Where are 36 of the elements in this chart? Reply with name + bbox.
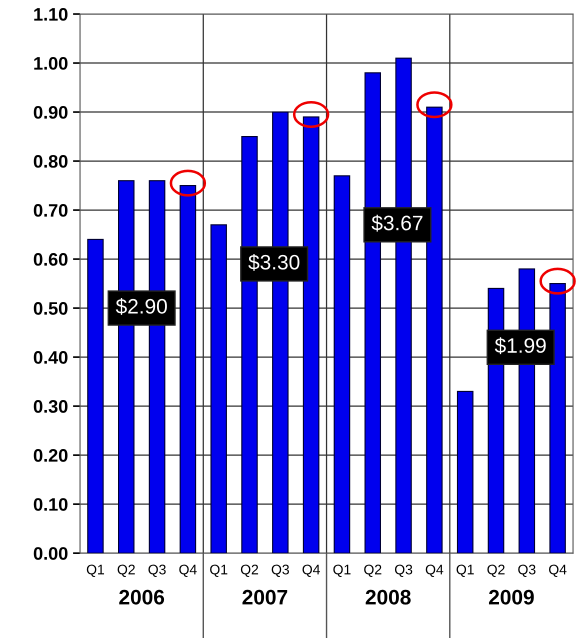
text: 2007 — [242, 590, 288, 605]
y-tick-label: 0.30 — [34, 400, 68, 413]
x-tick-label: Q3 — [272, 564, 289, 577]
y-tick-label: 1.10 — [34, 8, 68, 21]
x-tick-label: Q1 — [210, 564, 228, 577]
x-tick-label: Q4 — [179, 564, 197, 577]
y-tick-label: 0.60 — [34, 253, 68, 266]
y-tick-label: 0.90 — [34, 106, 68, 119]
text: 2009 — [488, 590, 534, 605]
text: 2008 — [366, 590, 411, 605]
annotation: $3.30 — [248, 254, 300, 271]
y-tick-label: 0.20 — [34, 449, 68, 462]
annotation: $2.90 — [116, 298, 167, 315]
x-tick-label: Q3 — [148, 564, 166, 577]
y-tick-label: 0.10 — [34, 498, 68, 511]
y-tick-label: 1.00 — [34, 56, 68, 70]
x-tick-label: Q2 — [364, 564, 382, 577]
x-tick-label: Q1 — [86, 564, 104, 577]
y-tick-label: 0.50 — [34, 302, 68, 315]
y-tick-label: 0.00 — [34, 547, 68, 560]
x-tick-label: Q3 — [518, 564, 536, 577]
annotation: $1.99 — [494, 337, 546, 354]
x-tick-label: Q2 — [487, 564, 505, 577]
text: 2006 — [119, 590, 164, 605]
x-tick-label: Q1 — [456, 564, 474, 577]
x-tick-label: Q2 — [118, 564, 135, 577]
y-tick-label: 0.70 — [34, 204, 68, 217]
x-tick-label: Q4 — [426, 564, 444, 577]
x-tick-label: Q1 — [333, 564, 351, 577]
x-tick-label: Q4 — [549, 564, 566, 577]
x-tick-label: Q3 — [394, 564, 412, 577]
x-tick-label: Q4 — [302, 564, 320, 577]
y-tick-label: 0.80 — [34, 155, 68, 168]
y-tick-label: 0.40 — [34, 351, 68, 364]
x-tick-label: Q2 — [240, 564, 258, 577]
annotation: $3.67 — [372, 214, 422, 232]
